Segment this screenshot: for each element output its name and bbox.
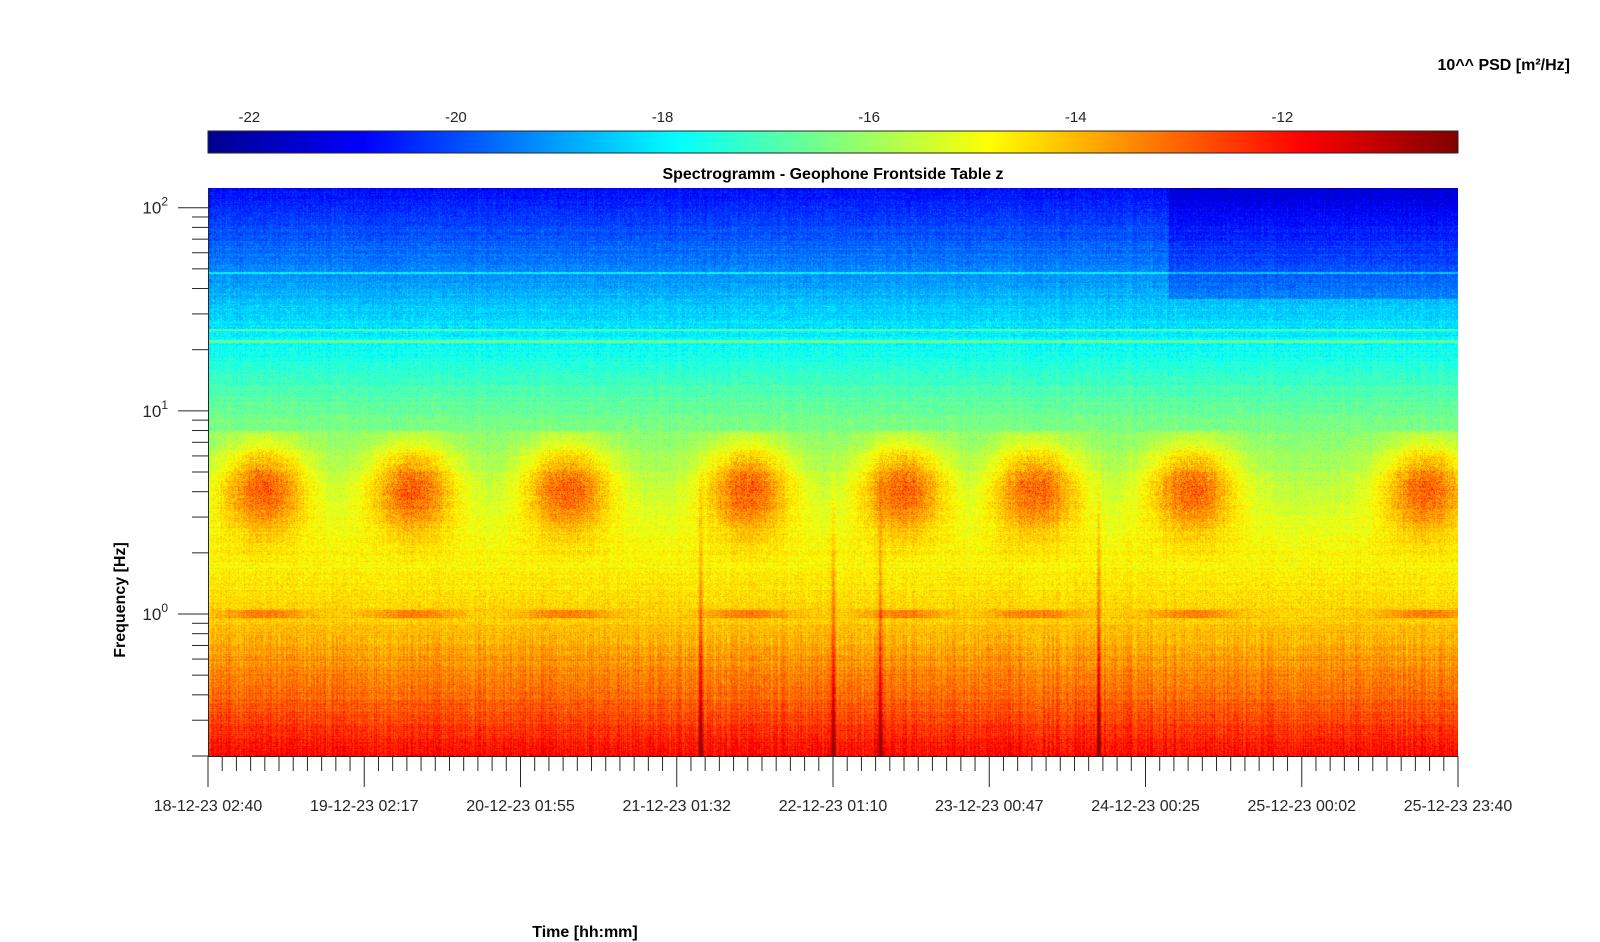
colorbar-tick-label: -12 [1272,109,1294,126]
colorbar-tick-label: -16 [858,109,880,126]
x-tick-label: 18-12-23 02:40 [154,798,263,815]
colorbar-tick-label: -20 [445,109,467,126]
x-tick-label: 25-12-23 23:40 [1404,798,1513,815]
colorbar-tick-label: -18 [652,109,674,126]
y-tick-label: 101 [142,398,168,421]
x-tick-label: 22-12-23 01:10 [779,798,888,815]
y-tick-label: 102 [142,195,168,218]
x-tick-label: 23-12-23 00:47 [935,798,1044,815]
colorbar-tick-label: -22 [238,109,260,126]
x-tick-label: 21-12-23 01:32 [622,798,731,815]
chart-title: Spectrogramm - Geophone Frontside Table … [662,166,1003,183]
x-tick-label: 24-12-23 00:25 [1091,798,1200,815]
x-axis-ticks: 18-12-23 02:40 19-12-23 02:17 20-12-23 01:… [154,756,1513,815]
colorbar-tick-label: -14 [1065,109,1087,126]
x-axis-label: Time [hh:mm] [532,924,637,941]
colorbar-label: 10^^ PSD [m²/Hz] [1438,57,1570,74]
colorbar [207,130,1459,154]
x-axis-minor-ticks [221,756,1445,771]
x-tick-label: 19-12-23 02:17 [310,798,419,815]
y-axis-ticks: 100 101 102 [142,195,208,624]
y-axis-minor-ticks [192,216,208,757]
spectrogram-heatmap [209,188,1458,756]
colorbar-ticks: -22 -20 -18 -16 -14 -12 [238,109,1293,136]
x-tick-label: 20-12-23 01:55 [466,798,575,815]
y-axis-label: Frequency [Hz] [112,542,129,658]
y-tick-label: 100 [142,601,168,624]
x-tick-label: 25-12-23 00:02 [1247,798,1356,815]
